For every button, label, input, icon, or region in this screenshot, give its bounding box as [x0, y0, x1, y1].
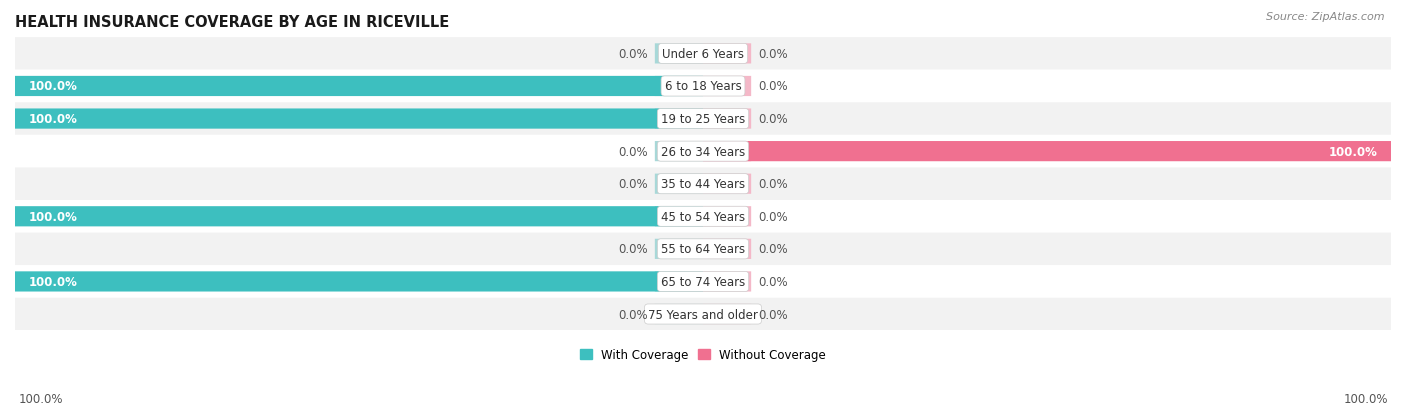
Bar [15, 77, 703, 97]
Text: 0.0%: 0.0% [758, 308, 787, 321]
Text: 0.0%: 0.0% [619, 48, 648, 61]
Text: 100.0%: 100.0% [28, 113, 77, 126]
Bar [655, 174, 703, 195]
Bar [15, 298, 1391, 330]
Text: 100.0%: 100.0% [18, 392, 63, 405]
Text: 0.0%: 0.0% [758, 113, 787, 126]
Text: 0.0%: 0.0% [619, 308, 648, 321]
Bar [655, 206, 703, 227]
Bar [15, 71, 1391, 103]
Text: 0.0%: 0.0% [758, 243, 787, 256]
Text: 75 Years and older: 75 Years and older [648, 308, 758, 321]
Bar [15, 200, 1391, 233]
Bar [703, 239, 751, 259]
Text: 100.0%: 100.0% [28, 80, 77, 93]
Bar [655, 272, 703, 292]
Legend: With Coverage, Without Coverage: With Coverage, Without Coverage [575, 343, 831, 366]
Bar [15, 266, 1391, 298]
Bar [703, 174, 751, 195]
Bar [655, 239, 703, 259]
Bar [15, 206, 703, 227]
Text: 0.0%: 0.0% [758, 80, 787, 93]
Text: 100.0%: 100.0% [1343, 392, 1388, 405]
Text: 6 to 18 Years: 6 to 18 Years [665, 80, 741, 93]
Text: HEALTH INSURANCE COVERAGE BY AGE IN RICEVILLE: HEALTH INSURANCE COVERAGE BY AGE IN RICE… [15, 15, 450, 30]
Bar [15, 272, 703, 292]
Text: Source: ZipAtlas.com: Source: ZipAtlas.com [1267, 12, 1385, 22]
Text: 19 to 25 Years: 19 to 25 Years [661, 113, 745, 126]
Text: 100.0%: 100.0% [28, 210, 77, 223]
Bar [15, 168, 1391, 200]
Text: 0.0%: 0.0% [619, 243, 648, 256]
Bar [15, 233, 1391, 266]
Bar [655, 44, 703, 64]
Text: 55 to 64 Years: 55 to 64 Years [661, 243, 745, 256]
Bar [15, 135, 1391, 168]
Bar [655, 304, 703, 324]
Text: 45 to 54 Years: 45 to 54 Years [661, 210, 745, 223]
Bar [703, 142, 1391, 162]
Bar [703, 304, 751, 324]
Text: 26 to 34 Years: 26 to 34 Years [661, 145, 745, 158]
Bar [703, 77, 751, 97]
Text: 100.0%: 100.0% [1329, 145, 1378, 158]
Bar [703, 206, 751, 227]
Text: Under 6 Years: Under 6 Years [662, 48, 744, 61]
Text: 0.0%: 0.0% [758, 178, 787, 191]
Bar [15, 109, 703, 129]
Bar [655, 77, 703, 97]
Bar [703, 44, 751, 64]
Text: 35 to 44 Years: 35 to 44 Years [661, 178, 745, 191]
Bar [703, 272, 751, 292]
Bar [655, 142, 703, 162]
Text: 0.0%: 0.0% [758, 210, 787, 223]
Text: 0.0%: 0.0% [619, 145, 648, 158]
Bar [703, 142, 751, 162]
Bar [15, 103, 1391, 135]
Bar [703, 109, 751, 129]
Text: 0.0%: 0.0% [619, 178, 648, 191]
Bar [15, 38, 1391, 71]
Text: 65 to 74 Years: 65 to 74 Years [661, 275, 745, 288]
Text: 0.0%: 0.0% [758, 48, 787, 61]
Text: 100.0%: 100.0% [28, 275, 77, 288]
Text: 0.0%: 0.0% [758, 275, 787, 288]
Bar [655, 109, 703, 129]
